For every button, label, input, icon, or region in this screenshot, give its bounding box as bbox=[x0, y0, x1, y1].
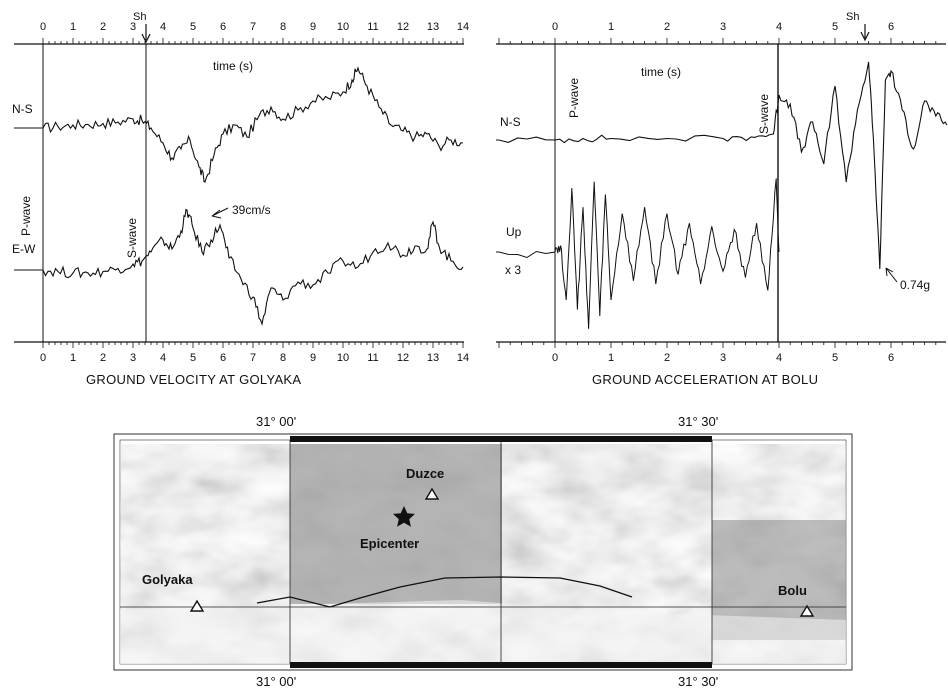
tick-label: 11 bbox=[367, 352, 378, 364]
acceleration-xlabel: time (s) bbox=[641, 65, 681, 79]
acceleration-ns-label: N-S bbox=[500, 115, 521, 129]
golyaka-station-triangle-icon bbox=[189, 599, 205, 612]
tick-label: 6 bbox=[220, 21, 226, 33]
acceleration-p-wave-label: P-wave bbox=[567, 78, 581, 118]
epicenter-star-icon bbox=[393, 506, 415, 527]
acceleration-up-trace bbox=[496, 178, 780, 329]
tick-label: 0 bbox=[40, 352, 46, 364]
central-basin-shade bbox=[290, 444, 502, 604]
acceleration-up-label: Up bbox=[506, 225, 522, 239]
acceleration-top-ticks: 0 1 2 3 4 5 6 bbox=[498, 21, 937, 44]
tick-label: 1 bbox=[70, 21, 76, 33]
tick-label: 1 bbox=[608, 352, 614, 364]
velocity-sh-arrow-icon bbox=[141, 24, 151, 44]
map-bottom-bar bbox=[290, 662, 712, 668]
velocity-s-wave-label: S-wave bbox=[125, 218, 139, 258]
tick-label: 6 bbox=[888, 21, 894, 33]
acceleration-s-wave-label: S-wave bbox=[757, 94, 771, 134]
tick-label: 2 bbox=[664, 352, 670, 364]
tick-label: 12 bbox=[397, 352, 409, 364]
tick-label: 13 bbox=[427, 21, 439, 33]
duzce-label: Duzce bbox=[406, 466, 444, 481]
tick-label: 0 bbox=[552, 21, 558, 33]
fault-trace bbox=[256, 576, 633, 608]
tick-label: 5 bbox=[832, 21, 838, 33]
tick-label: 14 bbox=[457, 352, 469, 364]
tick-label: 4 bbox=[776, 21, 782, 33]
tick-label: 3 bbox=[130, 352, 136, 364]
acceleration-annotation-arrow-icon bbox=[885, 267, 898, 283]
tick-label: 7 bbox=[250, 352, 256, 364]
tick-label: 11 bbox=[367, 21, 378, 33]
tick-label: 1 bbox=[70, 352, 76, 364]
acceleration-sh-arrow-icon bbox=[860, 24, 870, 42]
tick-label: 8 bbox=[280, 352, 286, 364]
tick-label: 0 bbox=[552, 352, 558, 364]
tick-label: 2 bbox=[100, 352, 106, 364]
velocity-ns-label: N-S bbox=[12, 102, 33, 116]
acceleration-bottom-ticks: 0 1 2 3 4 5 6 bbox=[498, 342, 937, 364]
velocity-sh-label: Sh bbox=[133, 11, 146, 23]
tick-label: 4 bbox=[160, 352, 166, 364]
map-top-right-coord: 31° 30' bbox=[678, 414, 718, 429]
tick-label: 5 bbox=[190, 21, 196, 33]
velocity-ew-label: E-W bbox=[12, 242, 36, 256]
tick-label: 1 bbox=[608, 21, 614, 33]
tick-label: 9 bbox=[310, 21, 316, 33]
acceleration-caption: GROUND ACCELERATION AT BOLU bbox=[592, 372, 818, 387]
terrain-map: 31° 00' 31° 30' 31° 00' 31° 30' Duzce Ep… bbox=[113, 414, 853, 689]
map-bottom-left-coord: 31° 00' bbox=[256, 674, 296, 689]
tick-label: 10 bbox=[337, 21, 349, 33]
tick-label: 3 bbox=[130, 21, 136, 33]
tick-label: 0 bbox=[40, 21, 46, 33]
acceleration-annotation: 0.74g bbox=[900, 278, 930, 292]
velocity-ns-trace bbox=[14, 66, 464, 183]
velocity-annotation: 39cm/s bbox=[232, 203, 271, 217]
velocity-xlabel: time (s) bbox=[213, 59, 253, 73]
tick-label: 6 bbox=[220, 352, 226, 364]
epicenter-label: Epicenter bbox=[360, 536, 419, 551]
velocity-top-ticks: 0 1 2 3 4 5 6 7 8 9 10 11 12 13 14 bbox=[40, 21, 469, 44]
tick-label: 8 bbox=[280, 21, 286, 33]
tick-label: 4 bbox=[776, 352, 782, 364]
acceleration-scale-note: x 3 bbox=[505, 263, 521, 277]
velocity-panel: 0 1 2 3 4 5 6 7 8 9 10 11 12 13 14 0 1 2 3 4 5 6 7 8 9 10 11 12 13 1… bbox=[12, 11, 469, 387]
tick-label: 5 bbox=[832, 352, 838, 364]
duzce-station-triangle-icon bbox=[424, 487, 440, 500]
tick-label: 4 bbox=[160, 21, 166, 33]
tick-label: 7 bbox=[250, 21, 256, 33]
acceleration-sh-label: Sh bbox=[846, 11, 859, 23]
bolu-station-triangle-icon bbox=[799, 604, 815, 617]
acceleration-ns-trace bbox=[496, 61, 948, 270]
tick-label: 6 bbox=[888, 352, 894, 364]
map-bottom-right-coord: 31° 30' bbox=[678, 674, 718, 689]
velocity-annotation-arrow-icon bbox=[211, 207, 229, 219]
velocity-p-wave-label: P-wave bbox=[19, 196, 33, 236]
tick-label: 5 bbox=[190, 352, 196, 364]
velocity-bottom-ticks: 0 1 2 3 4 5 6 7 8 9 10 11 12 13 14 bbox=[40, 342, 469, 364]
bolu-label: Bolu bbox=[778, 583, 807, 598]
tick-label: 2 bbox=[100, 21, 106, 33]
tick-label: 3 bbox=[720, 21, 726, 33]
southern-lowland-shade bbox=[120, 600, 846, 664]
tick-label: 13 bbox=[427, 352, 439, 364]
tick-label: 9 bbox=[310, 352, 316, 364]
acceleration-panel: 0 1 2 3 4 5 6 0 1 2 3 4 5 6 Sh time (s) P-wave S-wav… bbox=[496, 11, 948, 387]
tick-label: 10 bbox=[337, 352, 349, 364]
golyaka-label: Golyaka bbox=[142, 572, 193, 587]
tick-label: 14 bbox=[457, 21, 469, 33]
map-top-left-coord: 31° 00' bbox=[256, 414, 296, 429]
velocity-ew-trace bbox=[14, 208, 464, 327]
map-top-bar bbox=[290, 436, 712, 442]
tick-label: 2 bbox=[664, 21, 670, 33]
tick-label: 3 bbox=[720, 352, 726, 364]
tick-label: 12 bbox=[397, 21, 409, 33]
velocity-caption: GROUND VELOCITY AT GOLYAKA bbox=[86, 372, 301, 387]
